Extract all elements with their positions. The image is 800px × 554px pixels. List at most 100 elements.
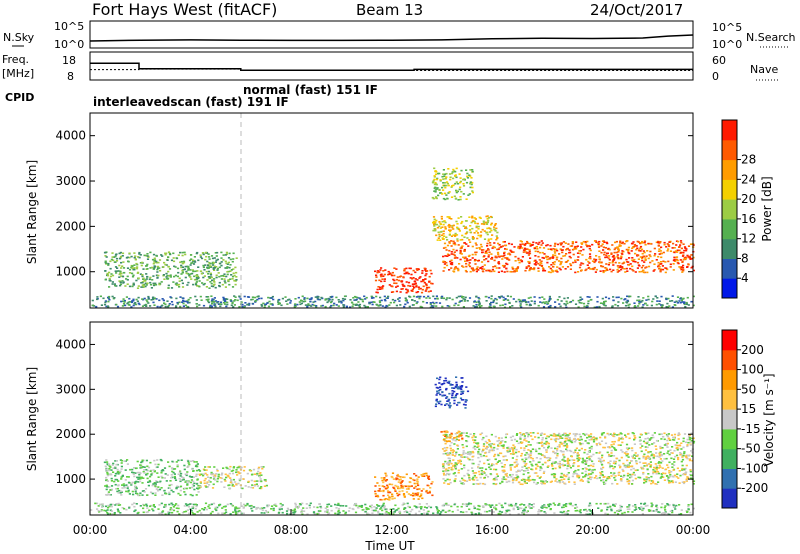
scatter-cell-5 — [658, 300, 661, 302]
scatter-cell-3 — [599, 458, 602, 460]
scatter-cell-2 — [529, 268, 532, 270]
scatter-cell-3 — [579, 442, 582, 445]
scatter-cell-5 — [338, 301, 341, 303]
scatter-cell-5 — [512, 298, 515, 300]
scatter-cell-0 — [165, 480, 168, 482]
scatter-cell-2 — [649, 255, 652, 258]
scatter-cell-3 — [660, 462, 663, 464]
scatter-cell-0 — [228, 283, 231, 286]
scatter-cell-4 — [452, 177, 455, 180]
scatter-cell-3 — [541, 483, 544, 485]
scatter-cell-4 — [443, 184, 446, 187]
scatter-cell-3 — [523, 439, 526, 441]
scatter-cell-5 — [393, 301, 396, 304]
scatter-cell-1 — [414, 282, 417, 285]
scatter-cell-5 — [256, 295, 259, 298]
scatter-cell-2 — [484, 250, 487, 253]
scatter-cell-2 — [428, 490, 431, 493]
scatter-cell-0 — [180, 266, 183, 269]
scatter-cell-0 — [178, 477, 181, 480]
scatter-cell-0 — [184, 265, 187, 268]
scatter-cell-0 — [145, 468, 148, 471]
scatter-cell-3 — [561, 481, 564, 483]
scatter-cell-0 — [172, 252, 175, 255]
scatter-cell-0 — [168, 268, 172, 270]
scatter-cell-2 — [445, 264, 449, 267]
scatter-cell-3 — [562, 432, 566, 435]
scatter-cell-4 — [453, 195, 456, 198]
scatter-cell-3 — [603, 446, 606, 449]
scatter-cell-0 — [167, 265, 170, 268]
scatter-cell-2 — [455, 249, 458, 252]
colorbar-segment — [722, 238, 737, 259]
scatter-cell-3 — [521, 483, 524, 486]
scatter-cell-1 — [205, 486, 208, 488]
scatter-cell-3 — [562, 445, 565, 447]
scatter-cell-2 — [395, 478, 398, 481]
scatter-cell-0 — [226, 271, 229, 273]
scatter-cell-1 — [426, 270, 429, 272]
scatter-cell-3 — [487, 439, 490, 441]
scatter-cell-2 — [638, 249, 641, 252]
scatter-cell-1 — [393, 267, 396, 269]
scatter-cell-5 — [361, 298, 364, 301]
scatter-cell-2 — [383, 485, 386, 488]
scatter-cell-2 — [541, 267, 545, 269]
scatter-cell-0 — [182, 477, 185, 479]
scatter-cell-0 — [187, 460, 190, 462]
scatter-cell-2 — [659, 270, 662, 272]
scatter-cell-3 — [665, 433, 669, 436]
scatter-cell-2 — [541, 251, 544, 254]
scatter-cell-2 — [588, 257, 591, 259]
scatter-cell-0 — [132, 473, 135, 475]
scatter-cell-1 — [232, 478, 235, 481]
scatter-cell-0 — [127, 490, 130, 493]
scatter-cell-3 — [494, 483, 497, 486]
scatter-cell-0 — [168, 491, 171, 494]
scatter-cell-3 — [460, 454, 463, 456]
scatter-cell-3 — [445, 468, 448, 470]
scatter-cell-3 — [625, 454, 628, 457]
scatter-cell-3 — [502, 447, 505, 449]
scatter-cell-4 — [455, 181, 458, 183]
scatter-cell-0 — [154, 284, 158, 286]
scatter-cell-3 — [682, 437, 685, 440]
scatter-cell-5 — [181, 301, 184, 303]
scatter-cell-1 — [378, 271, 381, 273]
scatter-cell-2 — [500, 255, 503, 257]
scatter-cell-2 — [640, 266, 643, 269]
scatter-cell-0 — [157, 463, 160, 466]
scatter-cell-3 — [455, 438, 458, 441]
scatter-cell-1 — [399, 291, 402, 293]
scatter-cell-0 — [138, 471, 141, 474]
scatter-cell-3 — [639, 443, 642, 445]
scatter-cell-2 — [549, 267, 552, 270]
scatter-cell-3 — [492, 482, 495, 485]
scatter-cell-3 — [433, 222, 436, 224]
scatter-cell-1 — [199, 485, 202, 488]
scatter-cell-3 — [646, 468, 649, 470]
scatter-cell-0 — [181, 262, 184, 265]
scatter-cell-5 — [147, 298, 150, 300]
scatter-cell-3 — [667, 477, 670, 479]
scatter-cell-2 — [639, 256, 642, 258]
scatter-cell-3 — [524, 464, 527, 467]
scatter-cell-5 — [624, 304, 628, 307]
scatter-cell-4 — [463, 178, 466, 180]
scatter-cell-3 — [498, 460, 501, 462]
scatter-cell-2 — [446, 244, 450, 247]
scatter-cell-5 — [660, 304, 663, 306]
scatter-cell-5 — [490, 295, 493, 297]
scatter-cell-2 — [665, 267, 668, 270]
scatter-cell-0 — [175, 461, 178, 463]
scatter-cell-3 — [568, 481, 571, 483]
scatter-cell-4 — [440, 431, 443, 433]
scatter-cell-0 — [108, 465, 111, 467]
scatter-cell-5 — [461, 381, 464, 383]
scatter-cell-3 — [454, 436, 457, 439]
scatter-cell-0 — [231, 286, 235, 288]
scatter-cell-3 — [648, 458, 652, 460]
scatter-cell-2 — [629, 263, 632, 265]
scatter-cell-2 — [657, 240, 660, 243]
scatter-cell-2 — [542, 257, 545, 259]
